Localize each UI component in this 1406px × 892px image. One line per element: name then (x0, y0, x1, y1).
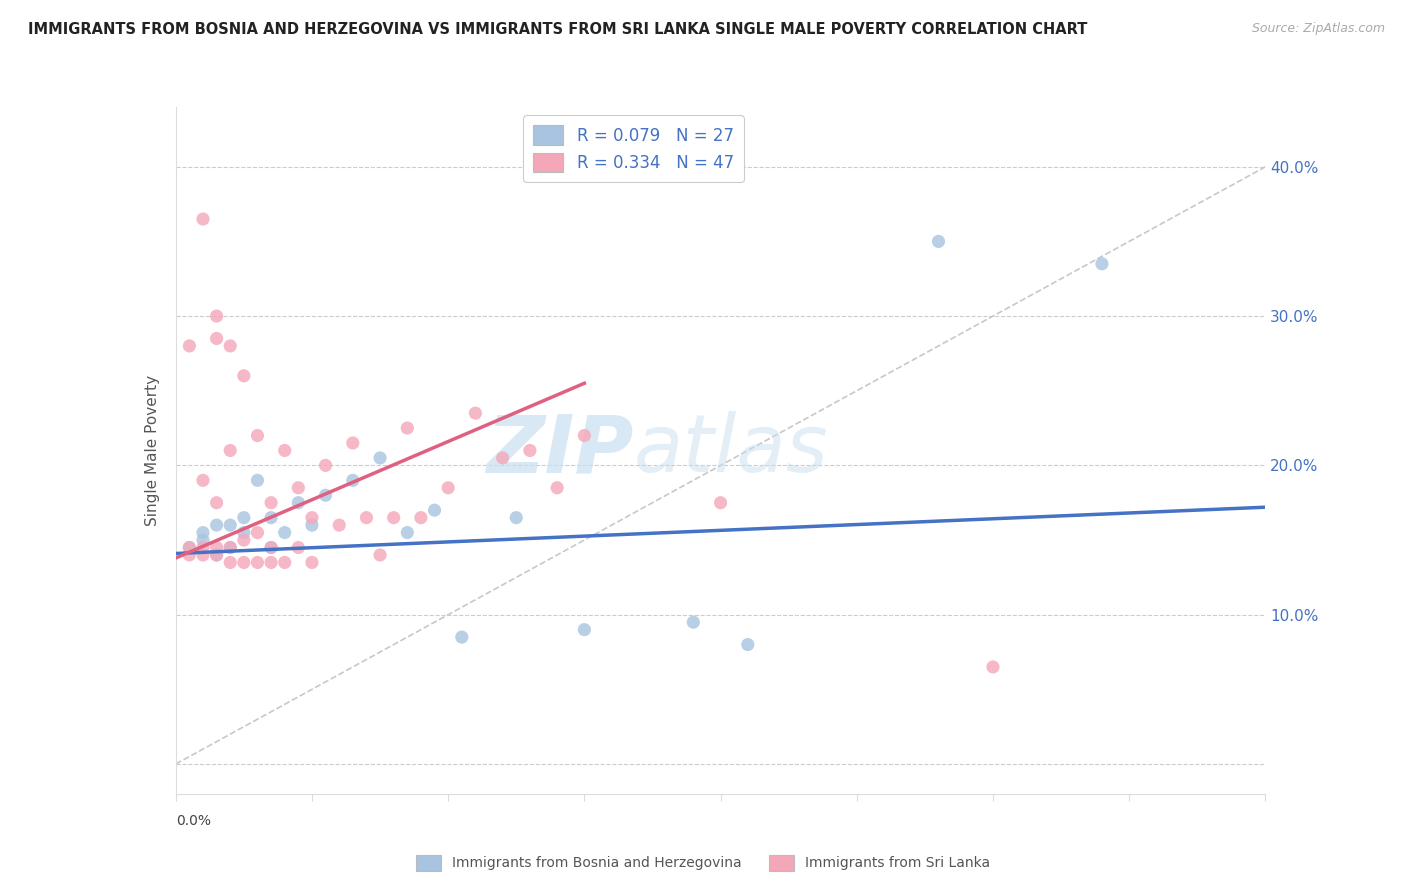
Point (191, 541, 214, 555)
Point (287, 481, 309, 495)
Point (301, 518, 323, 533)
Point (274, 525, 297, 540)
Text: atlas: atlas (633, 411, 828, 490)
Point (328, 518, 350, 533)
Text: Source: ZipAtlas.com: Source: ZipAtlas.com (1251, 22, 1385, 36)
Point (179, 541, 201, 555)
Point (205, 541, 228, 555)
Point (368, 548, 391, 562)
Point (519, 443, 541, 458)
Point (260, 541, 283, 555)
Point (232, 556, 254, 570)
Point (205, 496, 228, 510)
Point (368, 450, 391, 465)
Point (464, 406, 486, 420)
Point (342, 473, 364, 487)
Point (287, 496, 309, 510)
Point (191, 525, 214, 540)
Y-axis label: Single Male Poverty: Single Male Poverty (145, 375, 160, 526)
Legend: Immigrants from Bosnia and Herzegovina, Immigrants from Sri Lanka: Immigrants from Bosnia and Herzegovina, … (411, 849, 995, 876)
Point (191, 548, 214, 562)
Point (505, 510, 527, 524)
Point (981, 660, 1004, 674)
Point (232, 533, 254, 547)
Point (315, 488, 337, 502)
Point (219, 443, 242, 458)
Point (382, 510, 405, 524)
Point (301, 510, 323, 524)
Point (219, 518, 242, 533)
Point (191, 473, 214, 487)
Point (260, 510, 283, 524)
Point (232, 368, 254, 383)
Point (219, 556, 242, 570)
Point (232, 525, 254, 540)
Point (219, 541, 242, 555)
Point (260, 496, 283, 510)
Point (205, 331, 228, 345)
Point (246, 473, 269, 487)
Point (219, 339, 242, 353)
Point (246, 525, 269, 540)
Point (179, 548, 201, 562)
Point (301, 556, 323, 570)
Point (356, 510, 378, 524)
Point (315, 458, 337, 473)
Point (546, 481, 568, 495)
Point (274, 556, 297, 570)
Point (246, 428, 269, 442)
Point (205, 548, 228, 562)
Point (437, 481, 460, 495)
Point (682, 615, 704, 630)
Point (928, 235, 950, 249)
Point (260, 541, 283, 555)
Point (342, 436, 364, 450)
Point (710, 496, 733, 510)
Text: 0.0%: 0.0% (176, 814, 211, 829)
Point (287, 541, 309, 555)
Point (191, 533, 214, 547)
Point (232, 510, 254, 524)
Point (205, 548, 228, 562)
Text: ZIP: ZIP (486, 411, 633, 490)
Point (396, 421, 419, 435)
Point (274, 443, 297, 458)
Point (574, 428, 596, 442)
Point (205, 309, 228, 323)
Point (492, 450, 515, 465)
Point (260, 556, 283, 570)
Point (1091, 257, 1114, 271)
Point (450, 630, 472, 644)
Point (179, 541, 201, 555)
Point (191, 212, 214, 227)
Point (737, 638, 759, 652)
Point (219, 541, 242, 555)
Point (409, 510, 432, 524)
Point (396, 525, 419, 540)
Point (246, 556, 269, 570)
Point (574, 623, 596, 637)
Text: IMMIGRANTS FROM BOSNIA AND HERZEGOVINA VS IMMIGRANTS FROM SRI LANKA SINGLE MALE : IMMIGRANTS FROM BOSNIA AND HERZEGOVINA V… (28, 22, 1087, 37)
Point (179, 339, 201, 353)
Point (205, 518, 228, 533)
Legend: R = 0.079   N = 27, R = 0.334   N = 47: R = 0.079 N = 27, R = 0.334 N = 47 (523, 115, 744, 182)
Point (423, 503, 446, 517)
